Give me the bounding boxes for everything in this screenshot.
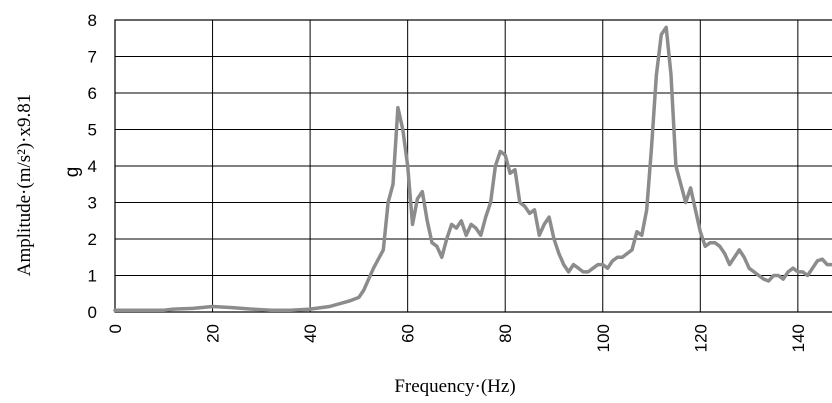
x-tick-40: 40 [301, 324, 320, 343]
x-tick-120: 120 [691, 324, 710, 352]
x-tick-0: 0 [106, 324, 125, 333]
y-tick-7: 7 [88, 48, 97, 67]
y-axis-title: Amplitude·(m/s²)·x9.81 [14, 94, 35, 276]
x-tick-20: 20 [204, 324, 223, 343]
y-tick-2: 2 [88, 230, 97, 249]
y-tick-3: 3 [88, 194, 97, 213]
x-tick-140: 140 [789, 324, 808, 352]
y-tick-6: 6 [88, 84, 97, 103]
x-tick-labels: 0 20 40 60 80 100 120 140 [106, 324, 808, 352]
y-tick-8: 8 [88, 11, 97, 30]
x-tick-80: 80 [496, 324, 515, 343]
y-tick-1: 1 [88, 267, 97, 286]
y-tick-5: 5 [88, 121, 97, 140]
plot-frame [114, 19, 832, 313]
y-axis-unit-label: g [62, 167, 83, 178]
series-line [113, 25, 832, 312]
y-tick-labels: 0 1 2 3 4 5 6 7 8 [88, 11, 97, 322]
x-tick-60: 60 [399, 324, 418, 343]
y-tick-4: 4 [88, 157, 97, 176]
y-tick-0: 0 [88, 303, 97, 322]
x-tick-100: 100 [594, 324, 613, 352]
horizontal-gridlines [115, 56, 832, 276]
x-axis-title: Frequency·(Hz) [394, 376, 515, 397]
